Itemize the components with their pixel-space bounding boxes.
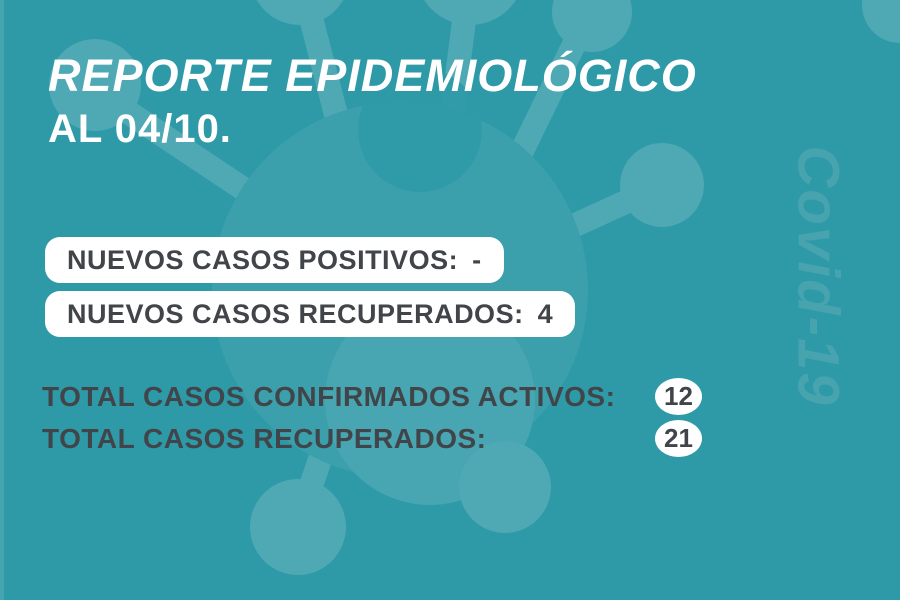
new-positive-cases-label: NUEVOS CASOS POSITIVOS: [67, 244, 459, 275]
page-title: REPORTE EPIDEMIOLÓGICO [48, 50, 697, 101]
new-positive-cases-pill: NUEVOS CASOS POSITIVOS: - [45, 237, 504, 283]
total-recovered-cases-row: TOTAL CASOS RECUPERADOS: 21 [42, 419, 702, 458]
total-active-cases-badge: 12 [655, 378, 702, 415]
totals-section: TOTAL CASOS CONFIRMADOS ACTIVOS: 12 TOTA… [42, 377, 702, 461]
total-recovered-cases-badge: 21 [655, 420, 702, 457]
report-date: AL 04/10. [48, 107, 232, 151]
new-recovered-cases-value: 4 [537, 298, 554, 329]
total-active-cases-value: 12 [664, 381, 693, 411]
total-active-cases-row: TOTAL CASOS CONFIRMADOS ACTIVOS: 12 [42, 377, 702, 416]
new-recovered-cases-pill: NUEVOS CASOS RECUPERADOS: 4 [45, 291, 576, 337]
new-recovered-cases-label: NUEVOS CASOS RECUPERADOS: [67, 298, 524, 329]
total-recovered-cases-label: TOTAL CASOS RECUPERADOS: [42, 422, 487, 454]
total-recovered-cases-value: 21 [664, 423, 693, 453]
new-positive-cases-value: - [472, 244, 482, 275]
total-active-cases-label: TOTAL CASOS CONFIRMADOS ACTIVOS: [42, 380, 616, 412]
